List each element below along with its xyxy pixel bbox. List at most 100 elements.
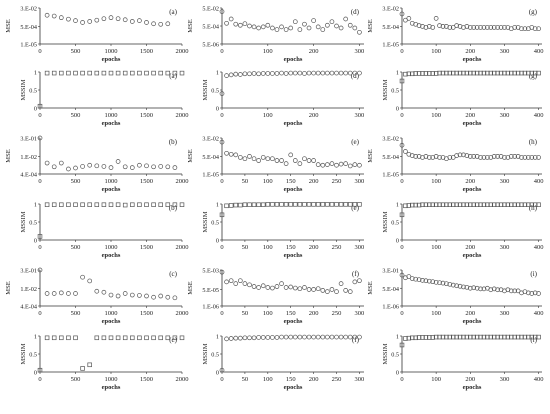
data-point	[467, 154, 473, 159]
data-point	[320, 70, 326, 76]
data-point	[94, 288, 100, 294]
data-point	[357, 29, 362, 35]
x-tick-label: 0	[220, 376, 223, 383]
data-point	[464, 202, 470, 207]
data-point	[242, 335, 248, 341]
x-tick-label: 200	[465, 178, 475, 185]
data-point	[423, 278, 429, 284]
data-point	[115, 293, 121, 299]
data-point	[347, 70, 353, 76]
data-point	[80, 274, 85, 280]
y-tick-label: 1.E-05	[202, 172, 219, 179]
x-tick-label: 100	[263, 48, 273, 55]
x-tick-label: 100	[263, 112, 273, 119]
data-point	[80, 164, 85, 169]
data-point	[165, 70, 171, 76]
data-point	[329, 161, 335, 166]
data-point	[265, 335, 271, 340]
x-tick-label: 300	[500, 244, 510, 251]
data-point	[352, 279, 358, 285]
y-tick-label: 1.E-02	[20, 286, 37, 293]
x-tick-label: 200	[309, 310, 319, 317]
data-point	[279, 334, 284, 340]
data-point	[420, 335, 425, 340]
data-point	[502, 334, 507, 340]
data-point	[66, 291, 71, 296]
data-point	[338, 334, 344, 340]
data-point	[73, 335, 78, 341]
data-point	[129, 165, 135, 170]
y-tick-label: 0.5	[391, 352, 399, 359]
data-point	[352, 334, 358, 340]
data-point	[406, 16, 412, 21]
x-tick-label: 1500	[140, 244, 153, 251]
data-point	[532, 290, 538, 296]
panel-label: (f)	[352, 336, 360, 344]
data-point	[505, 155, 511, 160]
data-point	[311, 334, 316, 340]
x-tick-label: 1500	[140, 310, 153, 317]
data-point	[485, 155, 490, 160]
data-point	[51, 13, 57, 19]
data-point	[409, 202, 415, 208]
data-point	[478, 286, 483, 292]
data-point	[297, 70, 303, 76]
data-point	[256, 335, 261, 340]
data-point	[416, 23, 422, 28]
data-point	[228, 278, 234, 284]
data-point	[172, 165, 178, 170]
data-point	[532, 26, 538, 32]
data-point	[329, 287, 335, 292]
data-point	[137, 293, 142, 298]
data-point	[505, 202, 511, 207]
data-point	[334, 202, 339, 207]
data-point	[265, 156, 271, 162]
data-point	[283, 27, 289, 32]
data-point	[409, 276, 415, 281]
x-tick-label: 500	[71, 178, 81, 185]
data-point	[536, 26, 541, 32]
y-tick-label: 1	[396, 202, 399, 209]
data-point	[325, 334, 330, 340]
data-point	[519, 202, 524, 207]
x-tick-label: 0	[220, 244, 223, 251]
data-point	[485, 25, 490, 30]
data-point	[478, 334, 483, 340]
data-point	[122, 164, 128, 170]
x-axis-label: epochs	[102, 252, 121, 259]
data-point	[519, 155, 524, 160]
data-point	[256, 158, 261, 163]
data-point	[320, 27, 326, 32]
data-point	[115, 335, 121, 341]
data-point	[151, 335, 156, 341]
data-point	[403, 71, 408, 77]
data-point	[122, 70, 128, 76]
data-point	[502, 25, 507, 30]
data-point	[522, 70, 528, 76]
data-point	[251, 24, 257, 30]
data-point	[219, 212, 225, 218]
data-point	[481, 286, 487, 292]
data-point	[532, 70, 538, 76]
data-point	[320, 162, 326, 168]
y-tick-label: 4.E-04	[20, 304, 37, 311]
data-point	[468, 202, 473, 207]
data-point	[505, 334, 511, 340]
y-axis-label: MSSIM	[20, 343, 27, 364]
data-point	[237, 72, 243, 77]
data-point	[108, 15, 114, 21]
data-point	[260, 335, 266, 340]
data-point	[416, 335, 422, 340]
y-tick-label: 1.E-05	[382, 172, 399, 179]
data-point	[256, 202, 261, 207]
data-point	[427, 71, 432, 76]
y-tick-label: 5.E-05	[202, 287, 219, 294]
data-point	[158, 70, 163, 76]
data-point	[279, 24, 284, 30]
data-point	[495, 70, 500, 76]
data-point	[433, 71, 439, 76]
data-point	[457, 283, 463, 289]
data-point	[179, 202, 185, 207]
x-tick-label: 0	[400, 310, 403, 317]
data-point	[94, 335, 100, 341]
